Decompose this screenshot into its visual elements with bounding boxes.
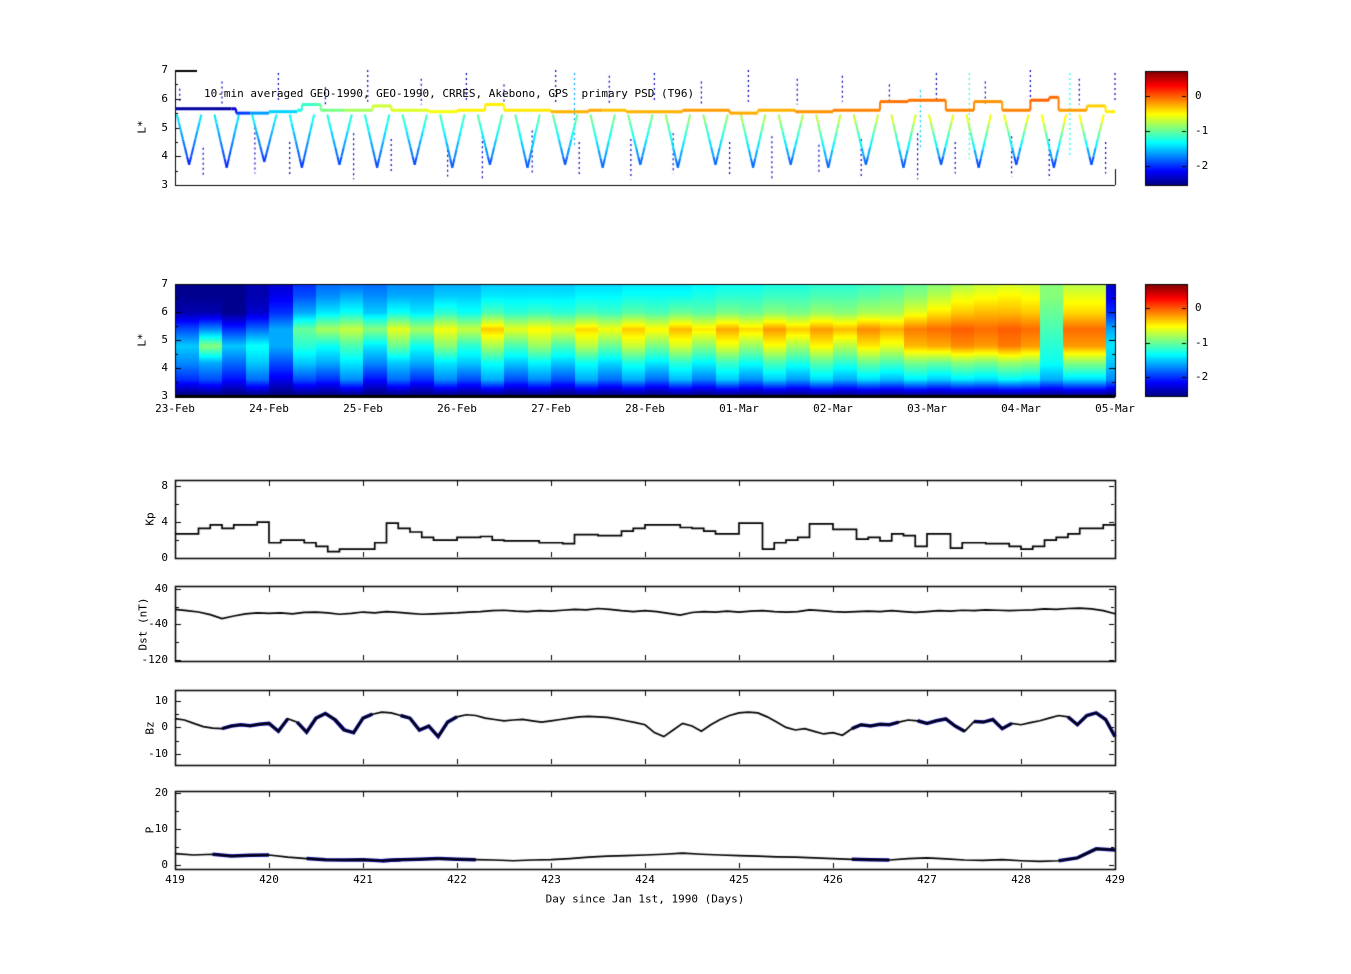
colorbar-tick-label: -2 <box>1195 159 1209 172</box>
panel1-title: 10-min averaged GEO-1990, GEO-1990, CRRE… <box>204 87 695 100</box>
heatmap-xtick-label: 23-Feb <box>155 402 195 415</box>
heatmap-ytick-label: 4 <box>161 361 168 374</box>
colorbar-tick-label: 0 <box>1195 301 1202 314</box>
heatmap-ytick-label: 3 <box>161 389 168 402</box>
heatmap-xtick-label: 24-Feb <box>249 402 289 415</box>
day-tick-label: 422 <box>447 873 467 886</box>
psd-ytick-label: 6 <box>161 92 168 105</box>
panel1-ylabel: L* <box>135 120 149 134</box>
colorbar-tick-label: -1 <box>1195 124 1209 137</box>
bz-ytick-label: -10 <box>148 747 168 760</box>
day-tick-label: 419 <box>165 873 185 886</box>
day-tick-label: 428 <box>1011 873 1031 886</box>
dst-ytick-label: 40 <box>154 582 168 595</box>
day-tick-label: 429 <box>1105 873 1125 886</box>
heatmap-ytick-label: 6 <box>161 305 168 318</box>
bz-ylabel: Bz <box>143 721 157 735</box>
p-ytick-label: 20 <box>154 786 168 799</box>
p-ytick-label: 0 <box>161 858 168 871</box>
dst-ytick-label: -40 <box>148 617 168 630</box>
heatmap-xtick-label: 26-Feb <box>437 402 477 415</box>
day-tick-label: 424 <box>635 873 655 886</box>
heatmap-xtick-label: 02-Mar <box>813 402 853 415</box>
heatmap-xtick-label: 05-Mar <box>1095 402 1135 415</box>
day-tick-label: 426 <box>823 873 843 886</box>
psd-ytick-label: 7 <box>161 63 168 76</box>
panel2-ylabel: L* <box>135 333 149 347</box>
bz-ytick-label: 0 <box>161 720 168 733</box>
kp-ytick-label: 4 <box>161 515 168 528</box>
kp-ytick-label: 8 <box>161 479 168 492</box>
day-tick-label: 425 <box>729 873 749 886</box>
colorbar-tick-label: -1 <box>1195 336 1209 349</box>
colorbar-tick-label: 0 <box>1195 89 1202 102</box>
day-tick-label: 420 <box>259 873 279 886</box>
p-ytick-label: 10 <box>154 822 168 835</box>
heatmap-xtick-label: 01-Mar <box>719 402 759 415</box>
heatmap-xtick-label: 03-Mar <box>907 402 947 415</box>
day-tick-label: 427 <box>917 873 937 886</box>
heatmap-xtick-label: 28-Feb <box>625 402 665 415</box>
colorbar-tick-label: -2 <box>1195 370 1209 383</box>
dst-ytick-label: -120 <box>141 653 169 666</box>
heatmap-ytick-label: 5 <box>161 333 168 346</box>
bz-ytick-label: 10 <box>154 694 168 707</box>
kp-ylabel: Kp <box>143 512 157 526</box>
heatmap-ytick-label: 7 <box>161 277 168 290</box>
psd-ytick-label: 5 <box>161 121 168 134</box>
psd-ytick-label: 4 <box>161 149 168 162</box>
day-tick-label: 423 <box>541 873 561 886</box>
heatmap-xtick-label: 25-Feb <box>343 402 383 415</box>
psd-ytick-label: 3 <box>161 178 168 191</box>
day-tick-label: 421 <box>353 873 373 886</box>
kp-ytick-label: 0 <box>161 551 168 564</box>
x-axis-label: Day since Jan 1st, 1990 (Days) <box>545 892 745 906</box>
heatmap-xtick-label: 04-Mar <box>1001 402 1041 415</box>
heatmap-xtick-label: 27-Feb <box>531 402 571 415</box>
